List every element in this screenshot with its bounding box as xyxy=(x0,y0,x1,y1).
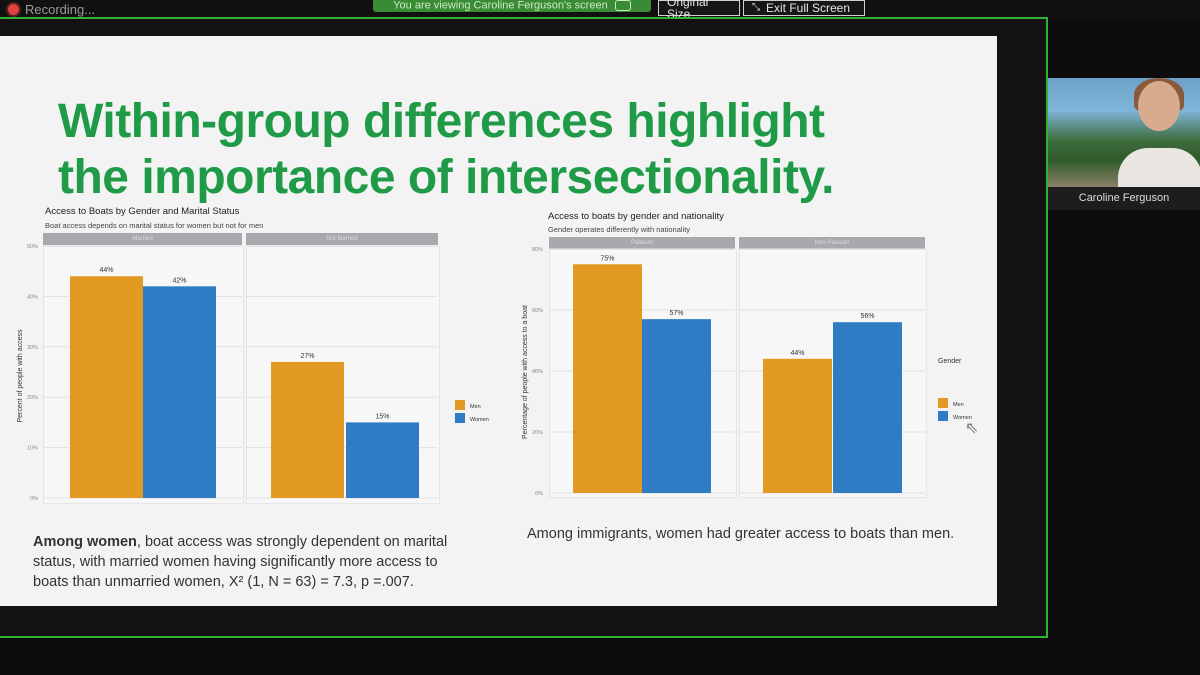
participant-body xyxy=(1118,148,1200,187)
viewing-banner[interactable]: You are viewing Caroline Ferguson's scre… xyxy=(373,0,651,12)
recording-indicator[interactable]: Recording... xyxy=(8,2,95,17)
chart-2-bar-men-2 xyxy=(763,358,832,493)
presentation-slide: Within-group differences highlight the i… xyxy=(0,36,997,606)
original-size-button[interactable]: Original Size xyxy=(658,0,740,20)
recording-label: Recording... xyxy=(25,2,96,17)
chart-1-title: Access to Boats by Gender and Marital St… xyxy=(45,206,240,217)
caption-left: Among women, boat access was strongly de… xyxy=(33,532,493,592)
chart-1-data-label: 42% xyxy=(172,277,186,284)
chart-2-bar-men-1 xyxy=(573,264,642,493)
slide-title: Within-group differences highlight the i… xyxy=(58,94,834,206)
mouse-cursor-icon: ⇖ xyxy=(965,420,979,437)
chart-1-y-tick-label: 0% xyxy=(30,496,38,502)
chart-1-facet-married: Married xyxy=(43,233,242,245)
chart-2-y-tick-label: 40% xyxy=(532,369,543,375)
chart-2-subtitle: Gender operates differently with nationa… xyxy=(548,225,691,234)
chart-1-data-label: 27% xyxy=(300,353,314,360)
chart-2-legend-label: Men xyxy=(953,402,964,408)
chart-2-data-label: 75% xyxy=(600,255,614,262)
chart-2-facet-palauan: Palauan xyxy=(549,237,735,249)
chart-1-bar-women-1 xyxy=(143,286,216,498)
chart-1-y-tick-label: 40% xyxy=(27,294,38,300)
chart-1-data-label: 44% xyxy=(99,267,113,274)
chart-1-bar-men-2 xyxy=(271,361,344,498)
caption-right: Among immigrants, women had greater acce… xyxy=(527,526,955,542)
chart-2-legend-swatch xyxy=(938,411,948,421)
caption-left-line-1: , boat access was strongly dependent on … xyxy=(136,534,448,550)
slide-title-line-2: the importance of intersectionality. xyxy=(58,151,834,204)
caption-left-bold: Among women xyxy=(33,534,137,550)
chart-1-legend-swatch xyxy=(455,400,465,410)
exit-full-screen-button[interactable]: ⤡ Exit Full Screen xyxy=(743,0,865,16)
chart-2-y-axis-label: Percentage of people with access to a bo… xyxy=(522,305,529,439)
exit-fullscreen-icon: ⤡ xyxy=(752,2,760,13)
chart-1-y-axis-label: Percent of people with access xyxy=(17,329,24,422)
chart-2-legend-label: Women xyxy=(953,415,972,421)
chart-2-y-tick-label: 60% xyxy=(532,308,543,314)
chart-2-legend-title: Gender xyxy=(938,358,962,365)
participant-video-tile[interactable]: Caroline Ferguson xyxy=(1048,78,1200,210)
chart-2-title: Access to boats by gender and nationalit… xyxy=(548,211,724,222)
participant-name: Caroline Ferguson xyxy=(1048,187,1200,210)
chart-1-bar-men-1 xyxy=(70,276,143,498)
caption-left-line-3: boats than unmarried women, X² (1, N = 6… xyxy=(33,574,414,590)
chart-2-y-tick-label: 20% xyxy=(532,430,543,436)
chart-1-facet-not-married: Not Married xyxy=(246,233,438,245)
chart-1-y-tick-label: 20% xyxy=(27,395,38,401)
video-feed xyxy=(1048,78,1200,187)
exit-full-screen-label: Exit Full Screen xyxy=(766,1,851,15)
record-icon xyxy=(8,4,19,15)
chart-1-legend-label: Women xyxy=(470,417,489,423)
viewing-label: You are viewing Caroline Ferguson's scre… xyxy=(393,0,608,12)
charts-svg: 0% 10% 20% 30% 40% 50% Percent of people with … xyxy=(17,244,972,502)
chart-1-y-tick-label: 30% xyxy=(27,345,38,351)
participant-face xyxy=(1138,81,1180,131)
chart-2-data-label: 44% xyxy=(790,350,804,357)
chart-2-facet-non-palauan: Non-Palauan xyxy=(739,237,925,249)
chart-1-bar-women-2 xyxy=(346,422,419,498)
chart-1-legend-label: Men xyxy=(470,404,481,410)
chart-2-y-tick-label: 80% xyxy=(532,247,543,253)
chart-2-y-tick-label: 0% xyxy=(535,491,543,497)
chart-1-legend-swatch xyxy=(455,413,465,423)
caption-left-line-2: status, with married women having signif… xyxy=(33,554,438,570)
chart-1-subtitle: Boat access depends on marital status fo… xyxy=(45,221,264,230)
chart-2-data-label: 57% xyxy=(669,310,683,317)
chart-1-data-label: 15% xyxy=(375,413,389,420)
chart-2-legend-swatch xyxy=(938,398,948,408)
chart-2-data-label: 56% xyxy=(860,313,874,320)
chart-1-y-tick-label: 50% xyxy=(27,244,38,250)
top-toolbar: Recording... You are viewing Caroline Fe… xyxy=(0,0,1200,20)
slide-title-line-1: Within-group differences highlight xyxy=(58,95,825,148)
chart-1-y-tick-label: 10% xyxy=(27,446,38,452)
chart-2-bar-women-1 xyxy=(642,319,711,493)
chart-2-bar-women-2 xyxy=(833,322,902,493)
view-options-icon[interactable] xyxy=(614,0,631,11)
